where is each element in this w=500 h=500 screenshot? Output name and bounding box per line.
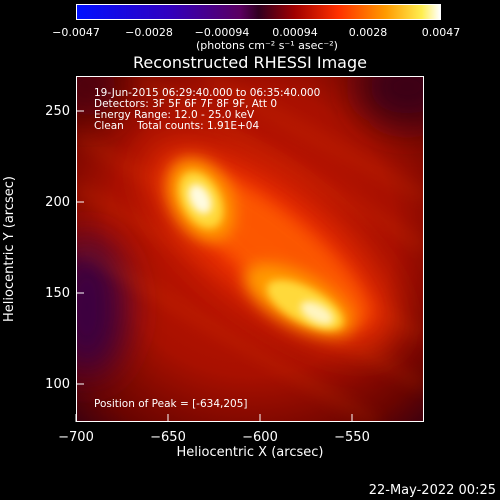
colorbar-tick: 0.00094 [272, 26, 318, 39]
clean-counts-text: Clean Total counts: 1.91E+04 [94, 120, 260, 132]
x-tick-label: −600 [242, 430, 278, 445]
detectors-text: Detectors: 3F 5F 6F 7F 8F 9F, Att 0 [94, 98, 278, 110]
time-range-text: 19-Jun-2015 06:29:40.000 to 06:35:40.000 [94, 87, 321, 99]
image-panel: 19-Jun-2015 06:29:40.000 to 06:35:40.000… [76, 76, 424, 422]
plot-title: Reconstructed RHESSI Image [133, 53, 367, 72]
peak-position-text: Position of Peak = [-634,205] [94, 398, 248, 410]
colorbar-tick: −0.0028 [125, 26, 173, 39]
colorbar-tick: −0.00094 [194, 26, 250, 39]
rhessi-image [77, 77, 423, 421]
y-tick-label: 150 [45, 286, 70, 301]
x-tick-label: −650 [150, 430, 186, 445]
timestamp: 22-May-2022 00:25 [368, 483, 496, 498]
x-axis-label: Heliocentric X (arcsec) [176, 445, 324, 460]
y-axis-label: Heliocentric Y (arcsec) [2, 176, 17, 322]
colorbar-tick: −0.0047 [52, 26, 100, 39]
x-tick-label: −700 [58, 430, 94, 445]
colorbar-units: (photons cm⁻² s⁻¹ asec⁻²) [196, 39, 338, 52]
y-tick-label: 200 [45, 195, 70, 210]
y-tick-label: 250 [45, 104, 70, 119]
x-tick-label: −550 [334, 430, 370, 445]
colorbar-tick: 0.0047 [421, 26, 461, 39]
colorbar [76, 4, 441, 20]
colorbar-tick: 0.0028 [348, 26, 388, 39]
energy-range-text: Energy Range: 12.0 - 25.0 keV [94, 109, 255, 121]
y-tick-label: 100 [45, 377, 70, 392]
